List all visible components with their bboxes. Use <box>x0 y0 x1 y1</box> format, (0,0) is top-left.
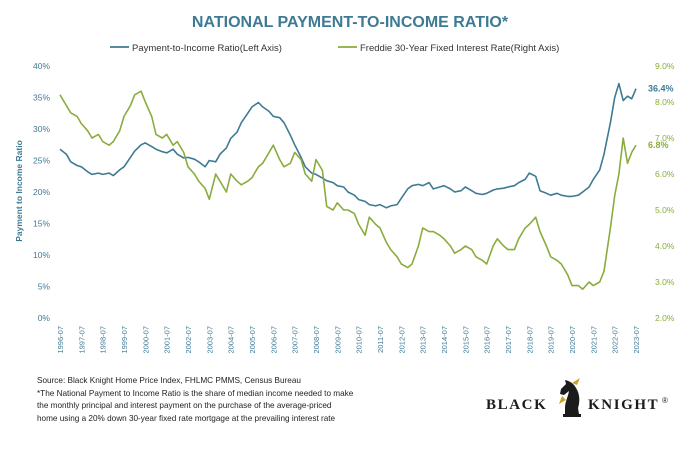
x-tick-label: 2023-07 <box>632 326 641 354</box>
x-tick-label: 2004-07 <box>227 326 236 354</box>
x-tick-label: 2011-07 <box>376 326 385 353</box>
end-label-payment-ratio: 36.4% <box>648 84 674 94</box>
y-tick-label-right: 3.0% <box>655 277 675 287</box>
x-tick-label: 2008-07 <box>312 326 321 354</box>
x-tick-label: 2005-07 <box>248 326 257 354</box>
y-tick-label-left: 30% <box>33 124 50 134</box>
footnote-line: home using a 20% down 30-year fixed rate… <box>37 413 336 423</box>
x-tick-label: 2022-07 <box>611 326 620 354</box>
y-tick-label-left: 20% <box>33 187 50 197</box>
x-tick-label: 2001-07 <box>163 326 172 354</box>
x-tick-label: 1997-07 <box>77 326 86 354</box>
series-line-interest-rate <box>59 90 637 291</box>
y-tick-label-left: 25% <box>33 156 50 166</box>
plot-area <box>59 82 637 291</box>
logo-text-right: KNIGHT <box>588 397 660 413</box>
footnote-line: *The National Payment to Income Ratio is… <box>37 388 354 398</box>
x-tick-label: 2021-07 <box>589 326 598 354</box>
x-tick-label: 2013-07 <box>419 326 428 354</box>
x-tick-label: 1996-07 <box>56 326 65 354</box>
x-tick-label: 1998-07 <box>99 326 108 354</box>
y-tick-label-right: 7.0% <box>655 133 675 143</box>
x-tick-label: 2014-07 <box>440 326 449 354</box>
y-tick-label-left: 0% <box>38 313 51 323</box>
legend: Payment-to-Income Ratio(Left Axis) Fredd… <box>110 43 559 54</box>
end-labels: 36.4% 6.8% <box>648 84 674 151</box>
knight-chess-icon <box>559 378 581 417</box>
end-label-interest-rate: 6.8% <box>648 140 669 150</box>
series-line-payment-ratio <box>59 82 637 209</box>
y-tick-label-right: 8.0% <box>655 97 675 107</box>
x-tick-label: 2007-07 <box>291 326 300 354</box>
y-tick-label-right: 5.0% <box>655 205 675 215</box>
x-tick-label: 2018-07 <box>525 326 534 354</box>
y-tick-label-right: 4.0% <box>655 241 675 251</box>
registered-mark: ® <box>662 396 668 405</box>
black-knight-logo: BLACK KNIGHT ® <box>486 372 676 428</box>
x-tick-label: 2017-07 <box>504 326 513 354</box>
x-tick-label: 2012-07 <box>397 326 406 354</box>
y-axis-left: 0% 5% 10% 15% 20% 25% 30% 35% 40% <box>33 61 50 323</box>
source-notes: Source: Black Knight Home Price Index, F… <box>37 375 457 425</box>
x-tick-label: 2003-07 <box>205 326 214 354</box>
x-tick-label: 2019-07 <box>547 326 556 354</box>
y-tick-label-left: 5% <box>38 282 51 292</box>
x-tick-label: 2000-07 <box>141 326 150 354</box>
y-tick-label-right: 2.0% <box>655 313 675 323</box>
y-axis-right: 2.0% 3.0% 4.0% 5.0% 6.0% 7.0% 8.0% 9.0% <box>655 61 675 323</box>
y-tick-label-left: 40% <box>33 61 50 71</box>
y-axis-label-left: Payment to Income Ratio <box>14 140 24 242</box>
x-tick-label: 2015-07 <box>461 326 470 354</box>
legend-label-interest-rate: Freddie 30-Year Fixed Interest Rate(Righ… <box>360 43 559 54</box>
x-tick-label: 2006-07 <box>269 326 278 354</box>
x-tick-label: 1999-07 <box>120 326 129 354</box>
x-tick-label: 2010-07 <box>355 326 364 354</box>
x-axis: 1996-07 1997-07 1998-07 1999-07 2000-07 2001-… <box>56 326 641 354</box>
y-tick-label-right: 9.0% <box>655 61 675 71</box>
x-tick-label: 2009-07 <box>333 326 342 354</box>
x-tick-label: 2016-07 <box>483 326 492 354</box>
y-tick-label-left: 10% <box>33 250 50 260</box>
footnote-line: the monthly principal and interest payme… <box>37 401 332 411</box>
legend-label-payment-ratio: Payment-to-Income Ratio(Left Axis) <box>132 43 282 54</box>
y-tick-label-right: 6.0% <box>655 169 675 179</box>
x-tick-label: 2002-07 <box>184 326 193 354</box>
x-tick-label: 2020-07 <box>568 326 577 354</box>
source-line: Source: Black Knight Home Price Index, F… <box>37 376 301 385</box>
y-tick-label-left: 35% <box>33 93 50 103</box>
logo-text-left: BLACK <box>486 397 548 413</box>
y-tick-label-left: 15% <box>33 219 50 229</box>
chart-title: NATIONAL PAYMENT-TO-INCOME RATIO* <box>192 14 509 31</box>
